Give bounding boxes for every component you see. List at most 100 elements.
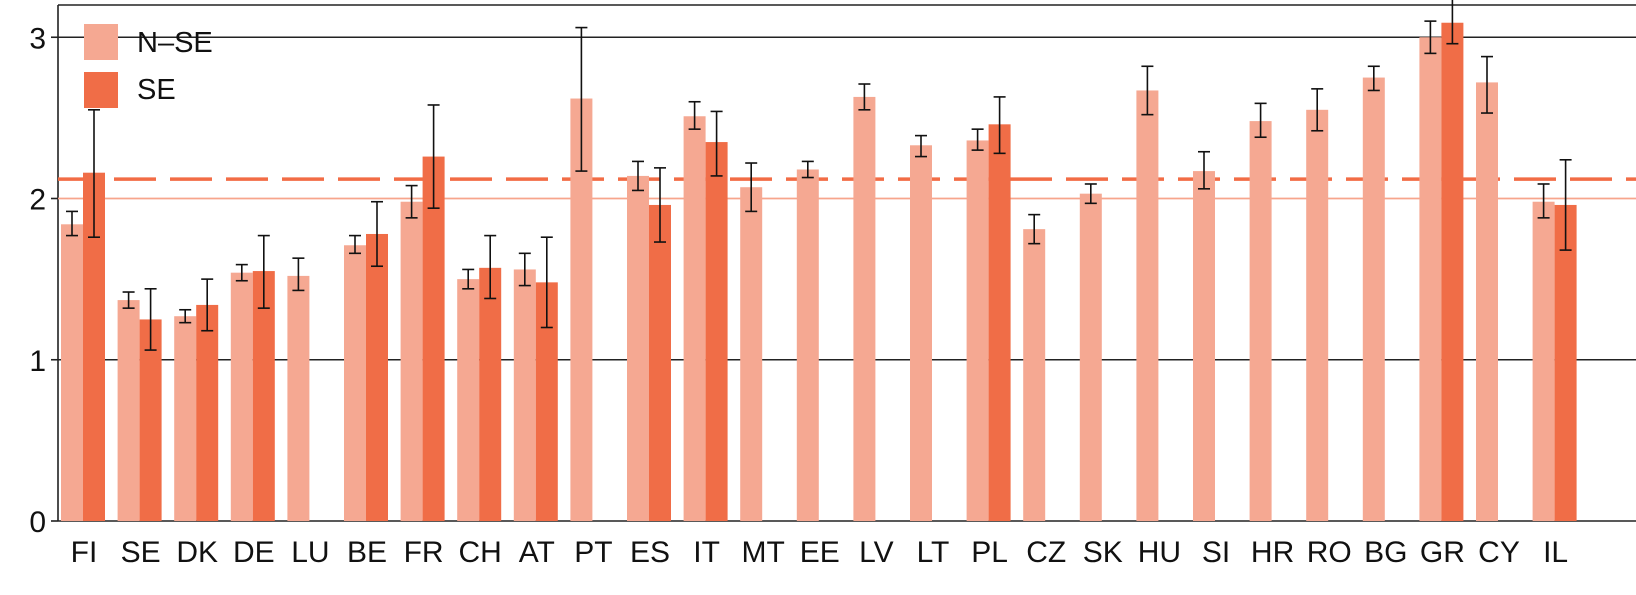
error-bar-se-pl: [993, 96, 1006, 155]
legend-swatch-n-se: [84, 24, 118, 60]
bar-n-se-hu: [1136, 90, 1159, 522]
error-bar-n-se-at: [518, 252, 531, 287]
x-tick-label-es: ES: [630, 536, 670, 569]
bar-n-se-si: [1193, 171, 1215, 521]
bar-n-se-cz: [1023, 229, 1046, 521]
x-tick-label-gr: GR: [1420, 536, 1465, 569]
error-bars: [66, 0, 1572, 351]
error-bar-se-es: [654, 167, 666, 243]
x-tick-label-fi: FI: [71, 536, 98, 569]
bar-se-gr: [1441, 22, 1464, 522]
error-bar-n-se-it: [688, 100, 701, 130]
bar-n-se-at: [513, 269, 536, 521]
error-bar-n-se-hr: [1254, 102, 1267, 139]
error-bar-n-se-ch: [462, 268, 475, 290]
bar-se-se: [139, 319, 162, 521]
bar-se-pl: [988, 124, 1011, 521]
x-tick-label-fr: FR: [404, 536, 444, 569]
error-bar-n-se-lu: [292, 257, 305, 292]
bar-n-se-lt: [910, 145, 932, 521]
x-tick-label-sk: SK: [1083, 536, 1123, 569]
y-tick-label: 3: [29, 22, 46, 55]
bar-n-se-bg: [1362, 77, 1385, 521]
error-bar-n-se-pt: [575, 26, 588, 172]
bar-n-se-se: [117, 300, 140, 521]
bar-se-be: [366, 233, 388, 521]
x-tick-label-lt: LT: [917, 536, 950, 569]
bars: [61, 22, 1577, 522]
error-bar-se-ch: [484, 234, 497, 300]
bar-se-at: [535, 282, 558, 521]
x-tick-label-se: SE: [121, 536, 161, 569]
legend-label-se: SE: [137, 74, 176, 106]
bar-n-se-ee: [796, 169, 819, 521]
error-bar-se-dk: [201, 278, 214, 332]
x-tick-label-dk: DK: [176, 536, 218, 569]
y-tick-labels: 0 1 2 3: [29, 22, 58, 539]
x-tick-label-be: BE: [347, 536, 387, 569]
bar-n-se-de: [230, 272, 253, 521]
bar-se-it: [705, 142, 728, 521]
bar-n-se-cy: [1476, 82, 1498, 522]
error-bar-n-se-gr: [1424, 20, 1437, 55]
bar-n-se-pl: [966, 140, 989, 521]
x-tick-label-hu: HU: [1138, 536, 1181, 569]
x-tick-label-cy: CY: [1478, 536, 1520, 569]
x-tick-label-at: AT: [519, 536, 555, 569]
bar-n-se-lu: [287, 275, 310, 521]
bar-se-ch: [479, 267, 502, 521]
error-bar-se-gr: [1446, 0, 1459, 45]
bar-se-fi: [83, 172, 105, 521]
error-bar-n-se-fi: [66, 210, 78, 237]
x-tick-label-bg: BG: [1364, 536, 1407, 569]
error-bar-n-se-il: [1537, 183, 1550, 219]
error-bar-se-se: [144, 287, 157, 351]
error-bar-n-se-mt: [745, 162, 758, 213]
bar-n-se-gr: [1419, 37, 1442, 521]
error-bar-se-il: [1559, 159, 1572, 251]
x-tick-label-lv: LV: [859, 536, 893, 569]
error-bar-n-se-hu: [1141, 65, 1154, 116]
x-tick-label-hr: HR: [1251, 536, 1294, 569]
x-tick-label-ee: EE: [800, 536, 840, 569]
bar-n-se-pt: [570, 98, 593, 522]
error-bar-se-it: [710, 110, 723, 177]
error-bar-se-de: [257, 234, 270, 309]
bar-n-se-fi: [61, 224, 83, 522]
bar-n-se-ro: [1306, 109, 1329, 521]
legend-label-n-se: N–SE: [137, 27, 213, 59]
error-bar-n-se-si: [1198, 150, 1210, 190]
x-tick-label-pl: PL: [971, 536, 1008, 569]
bar-se-dk: [196, 304, 219, 521]
error-bar-n-se-cy: [1481, 55, 1493, 114]
bar-n-se-il: [1532, 201, 1555, 521]
x-tick-label-it: IT: [693, 536, 720, 569]
error-bar-n-se-lv: [858, 83, 871, 111]
y-tick-label: 1: [29, 345, 46, 378]
error-bar-n-se-ee: [801, 160, 814, 179]
x-tick-label-de: DE: [233, 536, 275, 569]
bar-n-se-be: [344, 245, 366, 521]
bar-se-es: [649, 204, 671, 521]
bar-se-de: [252, 271, 275, 521]
bar-n-se-hr: [1249, 121, 1272, 521]
error-bar-n-se-fr: [405, 184, 418, 219]
error-bar-n-se-be: [349, 234, 361, 255]
bar-se-fr: [422, 156, 445, 521]
error-bar-n-se-se: [122, 291, 135, 309]
x-tick-label-ro: RO: [1307, 536, 1352, 569]
bar-n-se-fr: [400, 201, 423, 521]
bar-n-se-es: [627, 175, 649, 522]
bar-n-se-ch: [457, 279, 480, 521]
y-tick-label: 2: [29, 184, 46, 217]
y-tick-label: 0: [29, 506, 46, 539]
bar-n-se-it: [683, 116, 706, 521]
x-tick-label-pt: PT: [574, 536, 612, 569]
error-bar-n-se-lt: [915, 134, 927, 158]
error-bar-n-se-dk: [179, 308, 192, 324]
error-bar-se-fr: [427, 104, 440, 209]
x-tick-label-cz: CZ: [1026, 536, 1066, 569]
error-bar-n-se-es: [632, 160, 644, 192]
error-bar-n-se-pl: [971, 128, 984, 151]
